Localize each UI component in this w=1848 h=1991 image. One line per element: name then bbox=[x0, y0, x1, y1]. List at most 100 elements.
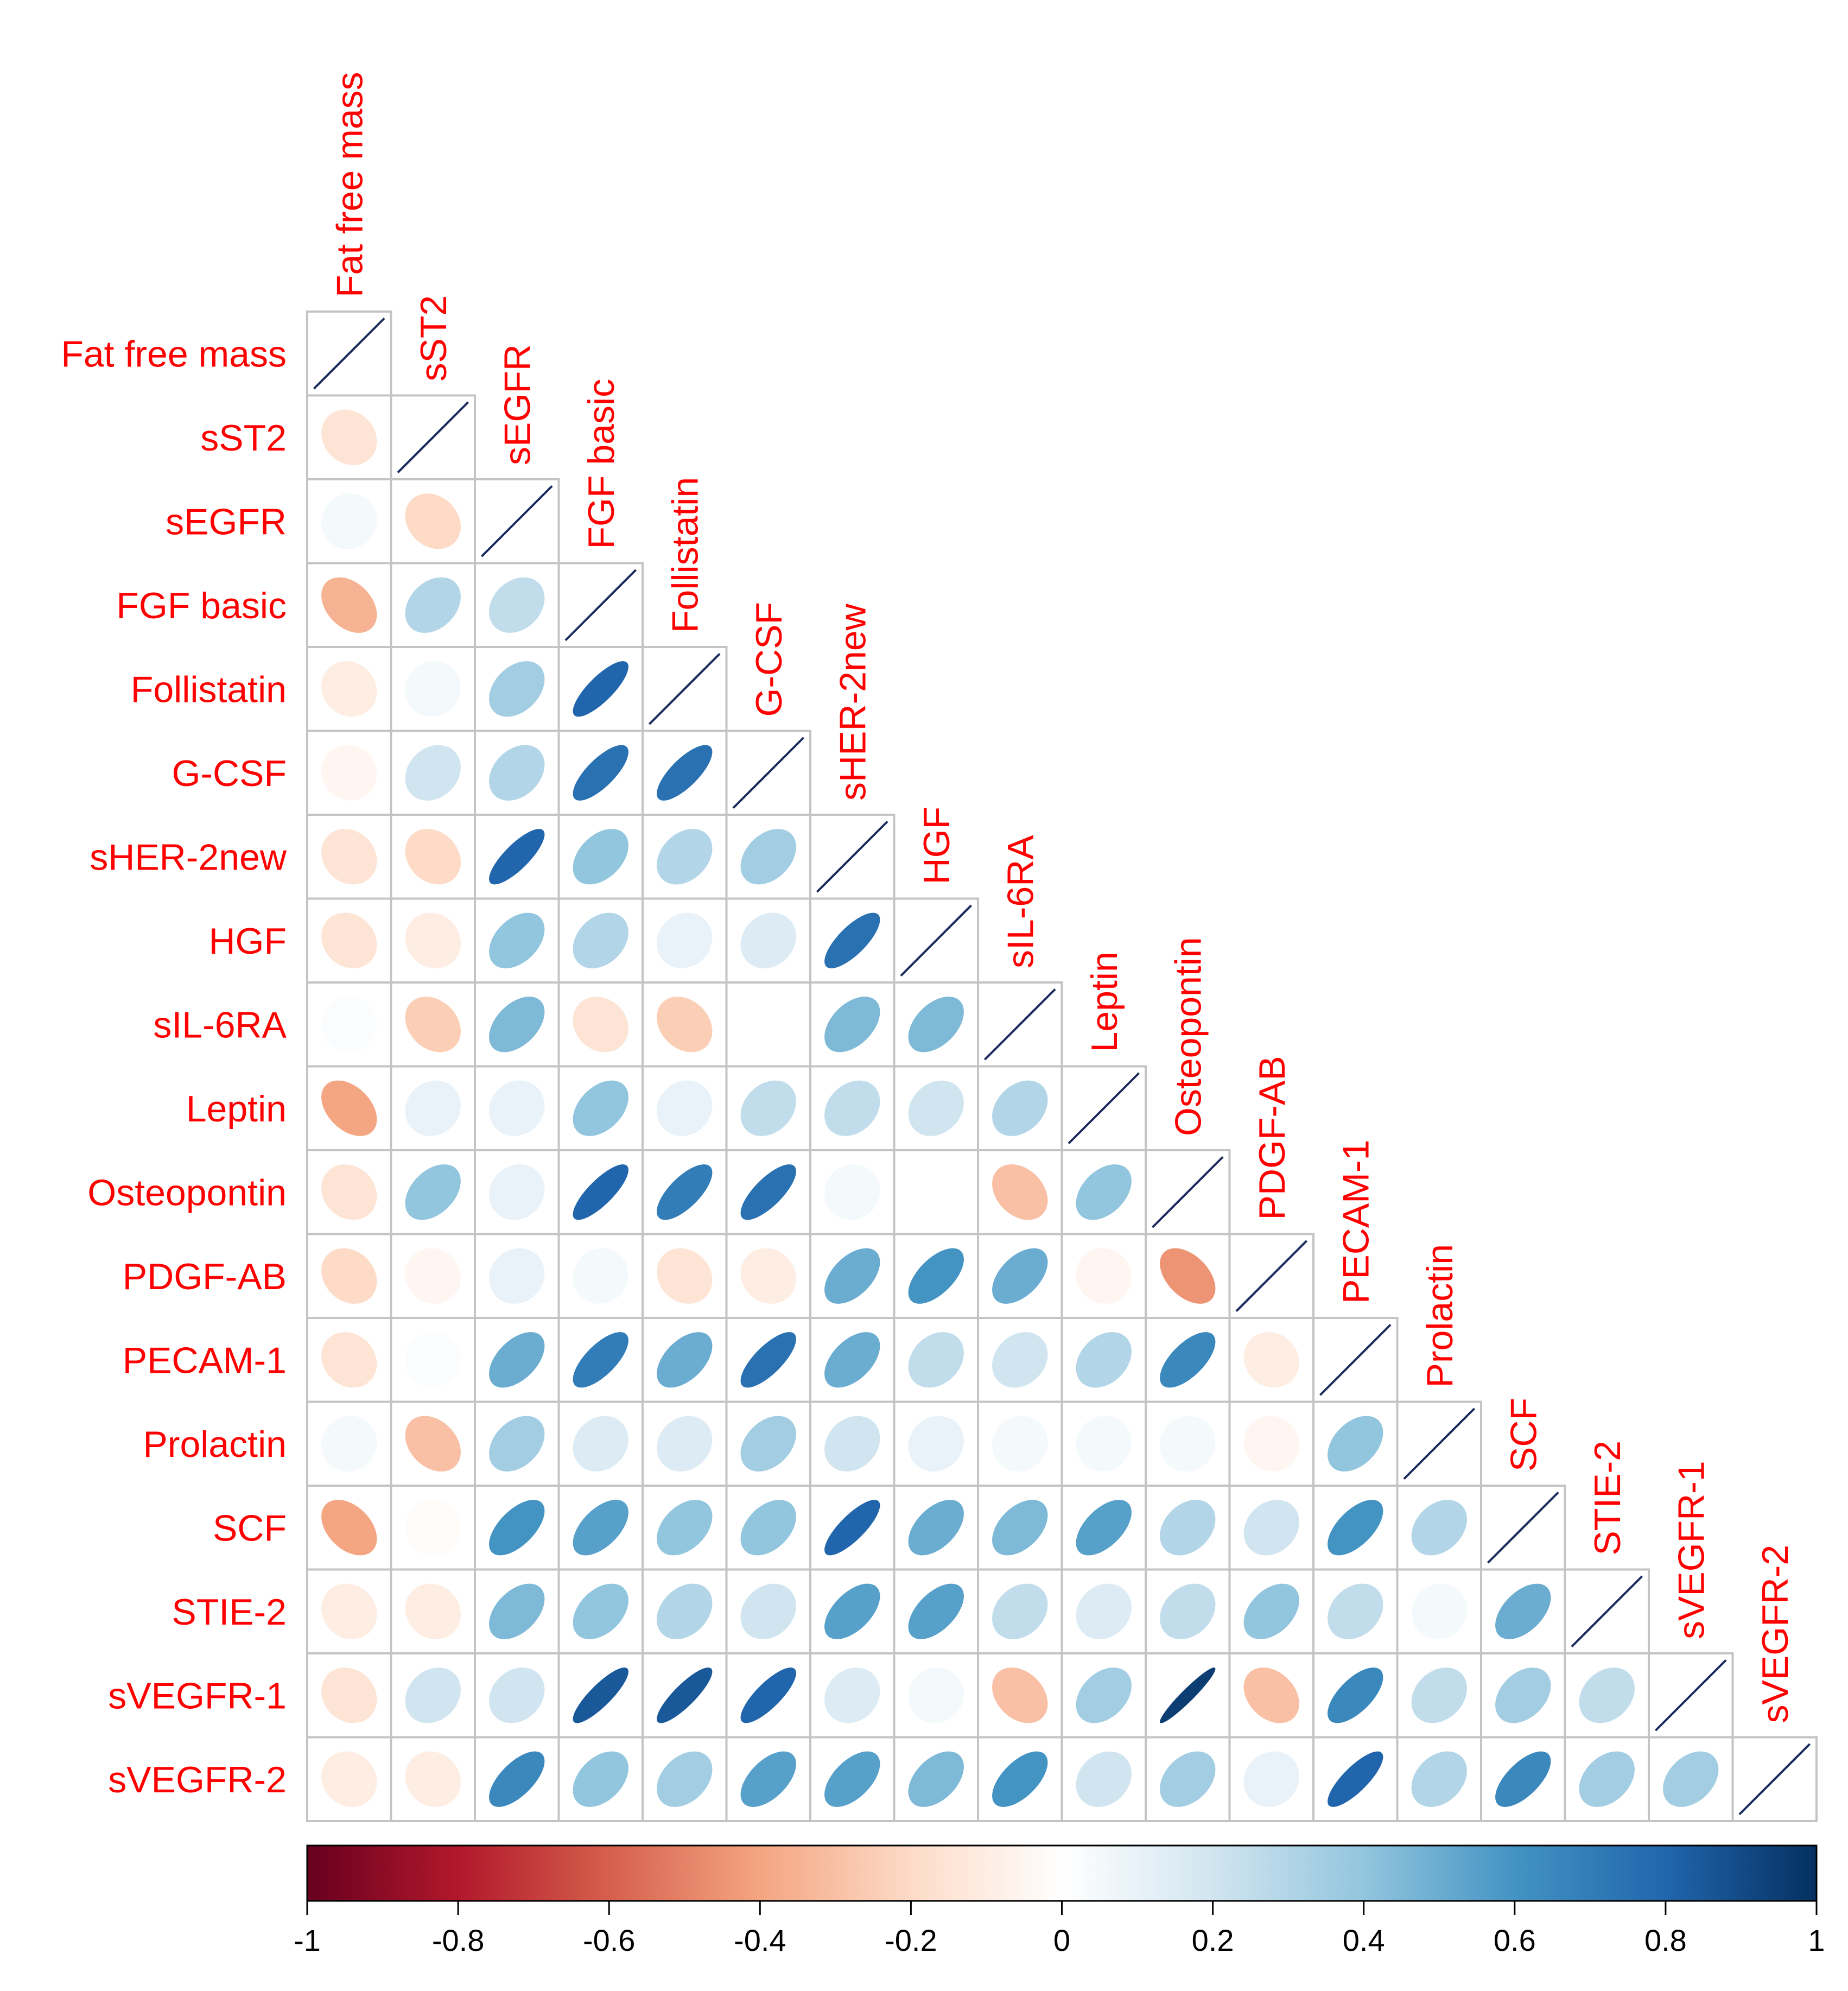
corr-ellipse bbox=[405, 577, 461, 633]
row-label-svegfr-2: sVEGFR-2 bbox=[108, 1759, 287, 1800]
corr-ellipse bbox=[1411, 1751, 1467, 1807]
cell-prolactin-follistatin bbox=[642, 1400, 728, 1487]
corr-ellipse bbox=[740, 1751, 796, 1807]
corr-ellipse bbox=[992, 1164, 1048, 1220]
corr-ellipse bbox=[1243, 1583, 1299, 1639]
corr-ellipse bbox=[992, 1080, 1048, 1136]
color-legend-bar bbox=[306, 1844, 1818, 1902]
cell-leptin-follistatin bbox=[642, 1065, 728, 1151]
cell-prolactin-osteopontin bbox=[1145, 1400, 1231, 1487]
cell-leptin-segfr bbox=[474, 1065, 560, 1151]
corr-ellipse bbox=[321, 1164, 377, 1220]
corr-ellipse bbox=[824, 1164, 880, 1220]
cell-g-csf-fgf-basic bbox=[557, 730, 644, 816]
cell-prolactin-sst2 bbox=[390, 1400, 476, 1487]
cell-stie-2-segfr bbox=[474, 1568, 560, 1654]
row-label-leptin: Leptin bbox=[186, 1088, 287, 1130]
corr-ellipse bbox=[405, 1248, 461, 1304]
color-legend-tick-label: 0.8 bbox=[1644, 1923, 1687, 1957]
corr-ellipse bbox=[740, 1583, 796, 1639]
diagonal-line bbox=[1487, 1491, 1559, 1564]
cell-pdgf-ab-leptin bbox=[1060, 1233, 1147, 1319]
corr-ellipse bbox=[321, 1500, 377, 1556]
cell-leptin-sher-2new bbox=[809, 1065, 896, 1151]
cell-pecam-1-sil-6ra bbox=[977, 1317, 1063, 1403]
cell-svegfr-2-prolactin bbox=[1396, 1736, 1482, 1822]
corr-ellipse bbox=[321, 1416, 377, 1472]
corr-ellipse bbox=[657, 1332, 713, 1388]
cell-pdgf-ab-hgf bbox=[893, 1233, 979, 1319]
corr-ellipse bbox=[1411, 1667, 1467, 1723]
cell-osteopontin-hgf bbox=[893, 1149, 979, 1235]
corr-ellipse bbox=[321, 1248, 377, 1304]
col-label-sst2: sST2 bbox=[413, 295, 454, 382]
cell-stie-2-fat-free-mass bbox=[306, 1568, 392, 1654]
corr-ellipse bbox=[405, 493, 461, 549]
cell-pdgf-ab-sil-6ra bbox=[977, 1233, 1063, 1319]
cell-stie-2-prolactin bbox=[1396, 1568, 1482, 1654]
cell-pecam-1-sher-2new bbox=[809, 1317, 896, 1403]
cell-svegfr-2-svegfr-2 bbox=[1731, 1736, 1818, 1822]
row-label-pecam-1: PECAM-1 bbox=[123, 1340, 287, 1381]
cell-svegfr-1-stie-2 bbox=[1564, 1652, 1650, 1739]
cell-stie-2-fgf-basic bbox=[557, 1568, 644, 1654]
corr-ellipse bbox=[321, 1332, 377, 1388]
row-label-stie-2: STIE-2 bbox=[172, 1591, 287, 1633]
corr-ellipse bbox=[1160, 1332, 1216, 1388]
corr-ellipse bbox=[824, 912, 880, 968]
corr-ellipse bbox=[405, 745, 461, 801]
corr-ellipse bbox=[573, 1164, 628, 1220]
corr-ellipse bbox=[489, 1080, 545, 1136]
cell-svegfr-1-leptin bbox=[1060, 1652, 1147, 1739]
cell-prolactin-fat-free-mass bbox=[306, 1400, 392, 1487]
cell-pecam-1-sst2 bbox=[390, 1317, 476, 1403]
corr-ellipse bbox=[1495, 1583, 1551, 1639]
cell-prolactin-prolactin bbox=[1396, 1400, 1482, 1487]
corr-ellipse bbox=[908, 1751, 964, 1807]
corr-ellipse bbox=[657, 1583, 713, 1639]
cell-pdgf-ab-sher-2new bbox=[809, 1233, 896, 1319]
corr-ellipse bbox=[489, 577, 545, 633]
corr-ellipse bbox=[489, 661, 545, 717]
cell-pdgf-ab-osteopontin bbox=[1145, 1233, 1231, 1319]
cell-pdgf-ab-fat-free-mass bbox=[306, 1233, 392, 1319]
corr-ellipse bbox=[740, 1164, 796, 1220]
cell-scf-osteopontin bbox=[1145, 1485, 1231, 1571]
cell-svegfr-2-fgf-basic bbox=[557, 1736, 644, 1822]
corr-ellipse bbox=[1495, 1667, 1551, 1723]
cell-hgf-segfr bbox=[474, 897, 560, 984]
col-label-scf: SCF bbox=[1503, 1398, 1544, 1472]
cell-follistatin-fgf-basic bbox=[557, 646, 644, 732]
corr-ellipse bbox=[657, 1164, 713, 1220]
corr-ellipse bbox=[573, 997, 628, 1052]
cell-osteopontin-g-csf bbox=[725, 1149, 811, 1235]
cell-pdgf-ab-fgf-basic bbox=[557, 1233, 644, 1319]
cell-pecam-1-osteopontin bbox=[1145, 1317, 1231, 1403]
corr-ellipse bbox=[1076, 1583, 1132, 1639]
corr-ellipse bbox=[405, 997, 461, 1052]
corr-ellipse bbox=[824, 1751, 880, 1807]
cell-svegfr-1-fat-free-mass bbox=[306, 1652, 392, 1739]
corr-ellipse bbox=[1160, 1248, 1216, 1304]
corr-ellipse bbox=[489, 1332, 545, 1388]
cell-scf-scf bbox=[1480, 1485, 1566, 1571]
cell-svegfr-2-scf bbox=[1480, 1736, 1566, 1822]
cell-svegfr-1-prolactin bbox=[1396, 1652, 1482, 1739]
cell-svegfr-1-sil-6ra bbox=[977, 1652, 1063, 1739]
corr-ellipse bbox=[992, 1583, 1048, 1639]
cell-svegfr-1-sst2 bbox=[390, 1652, 476, 1739]
color-legend-tick-label: -0.4 bbox=[734, 1923, 786, 1957]
corr-ellipse bbox=[657, 1080, 713, 1136]
corr-ellipse bbox=[992, 1248, 1048, 1304]
corr-ellipse bbox=[992, 1332, 1048, 1388]
diagonal-line bbox=[1654, 1659, 1727, 1732]
col-label-hgf: HGF bbox=[916, 807, 957, 885]
cell-svegfr-2-sil-6ra bbox=[977, 1736, 1063, 1822]
diagonal-line bbox=[1151, 1156, 1224, 1228]
diagonal-line bbox=[480, 485, 553, 557]
corr-ellipse bbox=[573, 745, 628, 801]
corr-ellipse bbox=[405, 1751, 461, 1807]
corr-ellipse bbox=[740, 1248, 796, 1304]
corr-ellipse bbox=[573, 1416, 628, 1472]
